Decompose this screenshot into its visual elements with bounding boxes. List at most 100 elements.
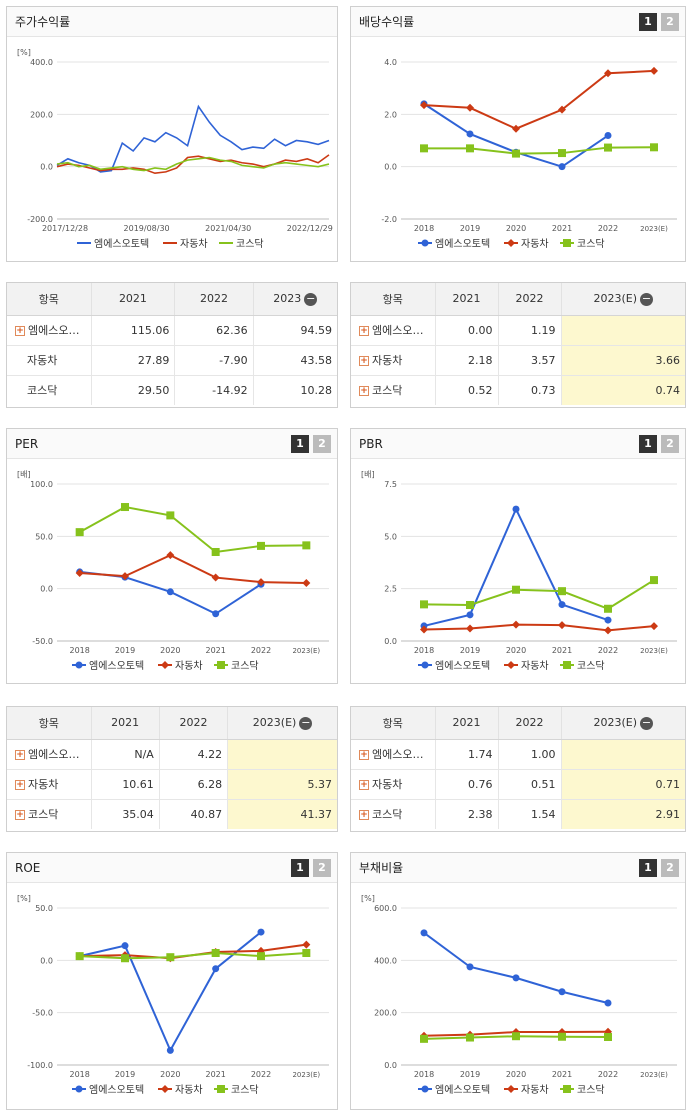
- collapse-icon[interactable]: −: [299, 715, 313, 730]
- col-header: 2021: [434, 283, 498, 316]
- tab-2[interactable]: 2: [661, 435, 679, 453]
- x-tick-label: 2022: [251, 1070, 271, 1079]
- data-point: [466, 624, 474, 633]
- x-tick-label: 2021/04/30: [205, 224, 251, 233]
- x-tick-label: 2019: [460, 646, 480, 655]
- tab-1[interactable]: 1: [639, 13, 657, 31]
- tab-1[interactable]: 1: [291, 859, 309, 877]
- x-tick-label: 2022: [598, 1070, 618, 1079]
- expand-icon[interactable]: +: [359, 810, 369, 821]
- legend-label: 엠에스오토텍: [89, 1084, 144, 1096]
- legend-label: 코스닥: [236, 238, 264, 250]
- expand-icon[interactable]: +: [359, 386, 369, 397]
- data-point: [604, 143, 612, 152]
- series-line: [423, 623, 655, 632]
- series-line: [79, 931, 262, 1053]
- data-point: [512, 974, 520, 982]
- x-tick-label: 2022: [598, 224, 618, 233]
- legend-label: 자동차: [175, 1084, 203, 1096]
- series-line: [424, 146, 655, 155]
- expand-icon[interactable]: +: [359, 780, 369, 790]
- data-point: [507, 661, 515, 669]
- stock-return-table: 항목 2021 2022 2023− + 엠에스오… 115.06 62.36 94.59 자…: [6, 282, 338, 408]
- col-header: 2021: [90, 283, 175, 316]
- legend-label: 코스닥: [231, 1084, 259, 1096]
- legend-label: 자동차: [180, 238, 208, 250]
- data-point: [563, 1085, 571, 1093]
- table-row: + 코스닥 0.52 0.73 0.74: [351, 374, 685, 405]
- legend-label: 코스닥: [231, 660, 259, 672]
- x-tick-label: 2019: [460, 1070, 480, 1079]
- expand-icon[interactable]: +: [15, 326, 25, 336]
- series-line: [56, 156, 330, 172]
- x-tick-label: 2022: [251, 646, 271, 655]
- y-unit-label: [%]: [361, 894, 375, 903]
- y-tick-label: 50.0: [35, 532, 53, 541]
- pbr-chart: [배] 7.5 5.0 2.5 0.0 2018 2019 2020 2021 2022 2023(…: [361, 470, 677, 672]
- col-header: 항목: [351, 283, 435, 316]
- x-tick-label: 2020: [506, 224, 526, 233]
- y-tick-label: -2.0: [381, 215, 397, 224]
- data-point: [421, 1085, 429, 1093]
- data-point: [166, 551, 175, 560]
- tab-2[interactable]: 2: [313, 859, 331, 877]
- series-line: [79, 554, 307, 585]
- data-point: [604, 1033, 612, 1042]
- legend-label: 자동차: [521, 1084, 549, 1096]
- tab-1[interactable]: 1: [291, 435, 309, 453]
- data-point: [161, 661, 169, 669]
- x-tick-label: 2017/12/28: [42, 224, 88, 233]
- expand-icon[interactable]: +: [15, 750, 25, 760]
- data-point: [558, 621, 566, 630]
- tab-2[interactable]: 2: [313, 435, 331, 453]
- table-row: + 엠에스오… 115.06 62.36 94.59: [7, 314, 337, 345]
- tab-1[interactable]: 1: [639, 859, 657, 877]
- table-row: + 코스닥 35.04 40.87 41.37: [7, 798, 337, 829]
- tab-1[interactable]: 1: [639, 435, 657, 453]
- data-point: [604, 604, 612, 613]
- data-point: [217, 661, 225, 669]
- data-point: [507, 239, 515, 247]
- tab-2[interactable]: 2: [661, 859, 679, 877]
- per-chart: [배]100.0 50.0 0.0 -50.0 2018 2019 2020 2021 2022…: [17, 470, 329, 672]
- y-tick-label: 7.5: [384, 480, 397, 489]
- data-point: [466, 611, 474, 619]
- collapse-icon[interactable]: −: [640, 715, 654, 730]
- x-tick-label: 2018: [414, 646, 434, 655]
- y-tick-label: 400.0: [374, 956, 397, 965]
- collapse-icon[interactable]: −: [304, 291, 318, 306]
- x-tick-label: 2023(E): [292, 1071, 320, 1079]
- legend-label: 코스닥: [577, 660, 605, 672]
- y-tick-label: 200.0: [30, 110, 53, 119]
- data-point: [650, 576, 658, 585]
- data-point: [650, 143, 658, 152]
- series-line: [423, 69, 655, 130]
- expand-icon[interactable]: +: [359, 356, 369, 366]
- x-tick-label: 2022: [598, 646, 618, 655]
- data-point: [421, 661, 429, 669]
- collapse-icon[interactable]: −: [640, 291, 654, 306]
- series-line: [56, 154, 330, 175]
- data-point: [558, 105, 566, 114]
- y-tick-label: -50.0: [32, 637, 53, 646]
- col-header: 2022: [174, 283, 254, 316]
- data-point: [166, 1046, 174, 1054]
- data-point: [302, 940, 311, 949]
- x-tick-label: 2020: [160, 1070, 180, 1079]
- expand-icon[interactable]: +: [15, 810, 25, 821]
- expand-icon[interactable]: +: [15, 780, 25, 790]
- roe-chart: [%] 50.0 0.0 -50.0 -100.0 2018 2019 2020 2021 202…: [17, 894, 329, 1096]
- data-point: [512, 124, 520, 133]
- data-point: [604, 626, 612, 635]
- tab-2[interactable]: 2: [661, 13, 679, 31]
- pbr-table: 항목 2021 2022 2023(E) − + 엠에스오… 1.74 1.00 + 자동차 0.…: [350, 706, 686, 832]
- x-tick-label: 2023(E): [640, 647, 668, 655]
- data-point: [121, 942, 129, 950]
- expand-icon[interactable]: +: [359, 326, 369, 336]
- x-tick-label: 2018: [414, 1070, 434, 1079]
- expand-icon[interactable]: +: [359, 750, 369, 760]
- x-tick-label: 2020: [160, 646, 180, 655]
- per-table: 항목 2021 2022 2023(E) − + 엠에스오… N/A 4.22 + 자동차 10.…: [6, 706, 338, 832]
- legend-label: 엠에스오토텍: [435, 1084, 490, 1096]
- y-tick-label: 100.0: [30, 480, 53, 489]
